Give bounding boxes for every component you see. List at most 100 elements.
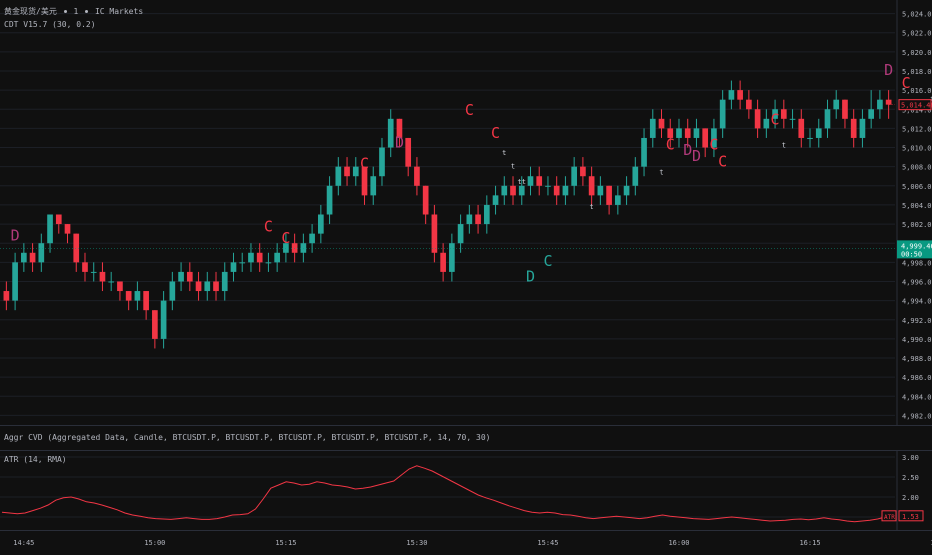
candle-body [772, 109, 778, 119]
candle-body [641, 137, 647, 167]
candle-body [117, 281, 123, 292]
candle-body [370, 176, 377, 196]
candle-body [763, 118, 770, 129]
candle-body [649, 118, 656, 138]
candle-body [571, 166, 578, 186]
candle-body [326, 185, 333, 215]
candle-body [178, 271, 184, 282]
candle-body [842, 99, 848, 119]
price-tick-label: 5,008.00 [902, 164, 932, 172]
candle-body [431, 214, 438, 253]
candle-body [807, 137, 813, 139]
candle-body [204, 281, 211, 292]
candle-body [536, 176, 543, 186]
indicator-legend[interactable]: CDT V15.7 (30, 0.2) [4, 20, 96, 29]
candle-body [3, 291, 10, 301]
signal-tick-mark: t [511, 163, 515, 171]
price-tick-label: 5,018.00 [902, 68, 932, 76]
candle-body [396, 118, 403, 138]
atr-tick-label: 2.50 [902, 474, 919, 482]
candle-body [676, 128, 682, 138]
time-tick-label: 16:15 [799, 539, 820, 547]
crosshair-price-label: 4,999.46 [901, 242, 932, 250]
candle-body [47, 214, 53, 244]
candle-body [90, 271, 97, 273]
atr-line [1, 465, 894, 523]
time-tick-label: 16:30 [931, 539, 932, 547]
candle-body [580, 166, 586, 177]
candle-body [82, 262, 88, 272]
candle-body [632, 166, 639, 186]
candle-body [658, 118, 665, 129]
candle-body [64, 224, 71, 234]
price-tick-label: 4,984.00 [902, 393, 932, 401]
candle-body [501, 185, 508, 196]
candle-body [213, 281, 219, 292]
candle-body [780, 109, 787, 119]
price-tick-label: 4,992.00 [902, 317, 932, 325]
candle-body [256, 252, 263, 263]
price-chart-pane[interactable]: DCCCDCCDCCDDCCCDCCtttttttt 5,024.005,022… [0, 0, 932, 425]
signal-marker-c: C [281, 229, 290, 247]
candle-body [475, 214, 481, 225]
atr-tag-label: ATR [884, 514, 895, 521]
candle-body [606, 185, 612, 205]
time-tick-label: 15:15 [275, 539, 296, 547]
price-tick-label: 5,010.00 [902, 145, 932, 153]
price-tick-label: 4,990.00 [902, 336, 932, 344]
time-tick-label: 15:00 [144, 539, 165, 547]
candle-body [99, 271, 106, 282]
broker-name: IC Markets [94, 7, 144, 16]
candle-body [553, 185, 560, 196]
time-axis[interactable]: 14:45 15:00 15:15 15:30 15:45 16:00 16:15 16:30… [0, 530, 932, 551]
atr-pane[interactable]: 3.002.502.001.50ATR1.53 ATR (14, RMA) [0, 450, 932, 531]
candle-body [73, 233, 80, 263]
candle-body [728, 90, 735, 100]
candle-body [588, 176, 595, 196]
signal-marker-c: C [902, 74, 911, 92]
cvd-pane[interactable]: Aggr CVD (Aggregated Data, Candle, BTCUS… [0, 425, 932, 451]
signal-marker-c: C [360, 155, 369, 173]
candle-body [815, 128, 822, 138]
price-tick-label: 5,016.00 [902, 87, 932, 95]
candle-body [824, 109, 831, 129]
last-price-label: 5,014.48 [901, 102, 932, 110]
price-tick-label: 5,020.00 [902, 49, 932, 57]
candle-body [877, 99, 883, 110]
candle-body [160, 300, 167, 339]
candle-body [422, 185, 429, 215]
price-tick-label: 4,994.00 [902, 298, 932, 306]
price-tick-label: 5,014.00 [902, 106, 932, 114]
signal-marker-c: C [543, 252, 552, 270]
signal-marker-c: C [666, 135, 675, 153]
candle-body [885, 99, 892, 105]
candle-body [405, 137, 412, 167]
symbol-legend[interactable]: 黄金现货/美元 1 IC Markets [4, 6, 143, 17]
candlestick-chart[interactable]: DCCCDCCDCCDDCCCDCCtttttttt 5,024.005,022… [0, 0, 932, 425]
candle-body [352, 166, 359, 177]
candle-body [711, 128, 717, 148]
price-tick-label: 4,982.00 [902, 412, 932, 420]
symbol-name: 黄金现货/美元 [4, 7, 57, 16]
price-tick-label: 4,996.00 [902, 278, 932, 286]
candle-body [483, 204, 490, 225]
candle-body [143, 291, 149, 311]
atr-legend[interactable]: ATR (14, RMA) [4, 455, 67, 464]
price-tick-label: 4,998.00 [902, 259, 932, 267]
candle-body [20, 252, 27, 263]
candle-body [317, 214, 324, 234]
candle-body [38, 243, 45, 263]
candle-body [55, 214, 62, 225]
candle-body [518, 185, 525, 196]
candle-body [239, 262, 246, 264]
candle-body [684, 128, 691, 138]
signal-marker-d: D [11, 226, 20, 244]
signal-marker-c: C [491, 124, 500, 142]
candle-body [335, 166, 342, 186]
atr-chart[interactable]: 3.002.502.001.50ATR1.53 [0, 451, 932, 531]
atr-tag-badge [881, 510, 897, 522]
cvd-legend[interactable]: Aggr CVD (Aggregated Data, Candle, BTCUS… [4, 433, 491, 442]
signal-marker-c: C [264, 218, 273, 236]
candle-body [527, 176, 534, 186]
price-tick-label: 4,986.00 [902, 374, 932, 382]
